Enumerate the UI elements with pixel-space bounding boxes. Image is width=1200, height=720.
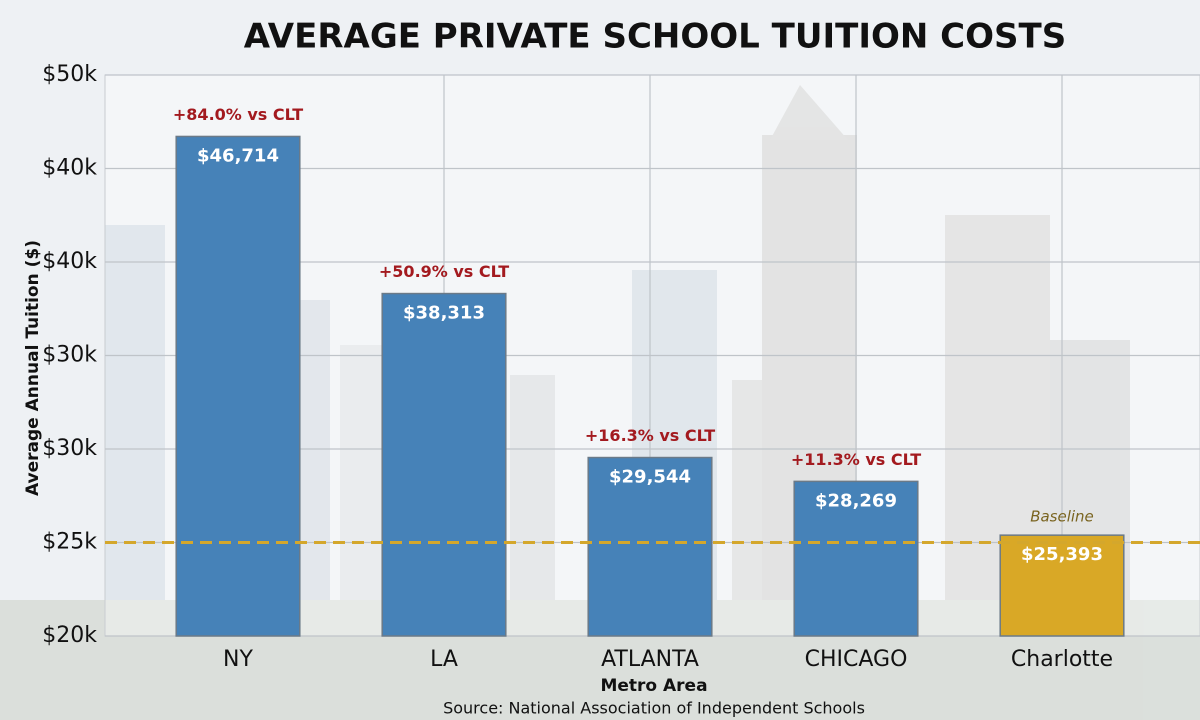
value-label: $25,393 xyxy=(1021,544,1103,565)
x-tick-label: NY xyxy=(223,647,253,672)
value-label: $29,544 xyxy=(609,467,691,488)
y-axis-label: Average Annual Tuition ($) xyxy=(23,240,43,496)
value-label: $46,714 xyxy=(197,145,279,166)
bar xyxy=(175,135,301,637)
bar xyxy=(587,456,713,637)
y-tick-label: $30k xyxy=(42,436,97,461)
x-axis-label: Metro Area xyxy=(600,676,707,696)
x-tick-label: CHICAGO xyxy=(805,647,908,672)
annotation: +50.9% vs CLT xyxy=(379,262,509,281)
annotation: +16.3% vs CLT xyxy=(585,426,715,445)
annotation: +11.3% vs CLT xyxy=(791,450,921,469)
y-tick-label: $40k xyxy=(42,249,97,274)
bar xyxy=(999,534,1125,637)
y-tick-label: $30k xyxy=(42,343,97,368)
x-tick-label: Charlotte xyxy=(1011,647,1113,672)
bar xyxy=(793,480,919,637)
bar xyxy=(381,292,507,637)
value-label: $28,269 xyxy=(815,490,897,511)
value-label: $38,313 xyxy=(403,303,485,324)
reference-label: Baseline xyxy=(1030,508,1094,526)
x-tick-label: ATLANTA xyxy=(601,647,699,672)
y-tick-label: $20k xyxy=(42,623,97,648)
x-tick-label: LA xyxy=(430,647,458,672)
y-tick-label: $25k xyxy=(42,530,97,555)
y-tick-label: $50k xyxy=(42,62,97,87)
chart-title: AVERAGE PRIVATE SCHOOL TUITION COSTS xyxy=(244,17,1066,57)
source: Source: National Association of Independ… xyxy=(443,699,865,718)
annotation: +84.0% vs CLT xyxy=(173,105,303,124)
y-tick-label: $40k xyxy=(42,156,97,181)
